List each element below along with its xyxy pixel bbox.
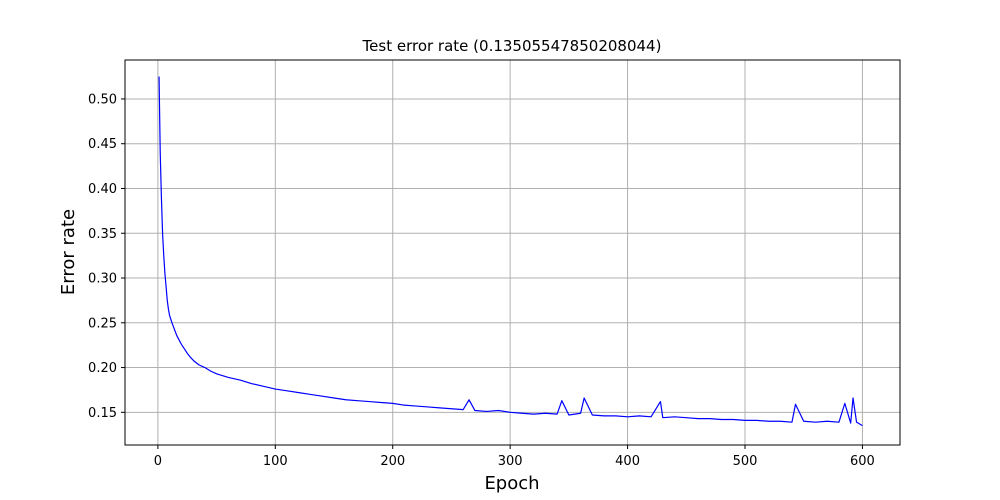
x-tick-label: 400 — [615, 454, 640, 469]
x-tick-label: 0 — [154, 454, 162, 469]
y-tick-label: 0.25 — [88, 316, 117, 331]
y-tick-label: 0.35 — [88, 227, 117, 242]
series-layer — [158, 76, 863, 427]
y-axis-title: Error rate — [58, 209, 79, 295]
x-tick-label: 500 — [733, 454, 758, 469]
y-tick-label: 0.45 — [88, 137, 117, 152]
y-tick-label: 0.20 — [88, 361, 117, 376]
x-tick-label: 100 — [263, 454, 288, 469]
x-tick-label: 300 — [498, 454, 523, 469]
y-tick-label: 0.50 — [88, 92, 117, 107]
y-tick-label: 0.30 — [88, 272, 117, 287]
error-rate-line — [158, 76, 863, 427]
chart-title: Test error rate (0.13505547850208044) — [362, 37, 662, 55]
x-tick-label: 200 — [380, 454, 405, 469]
y-tick-label: 0.15 — [88, 406, 117, 421]
y-tick-label: 0.40 — [88, 182, 117, 197]
x-axis-title: Epoch — [484, 473, 539, 494]
plot-frame — [124, 59, 901, 446]
ticks: 0 100 200 300 400 500 600 0.15 0.20 0.25 0.30 0.35 0… — [88, 92, 875, 469]
grid — [125, 60, 900, 445]
x-tick-label: 600 — [850, 454, 875, 469]
